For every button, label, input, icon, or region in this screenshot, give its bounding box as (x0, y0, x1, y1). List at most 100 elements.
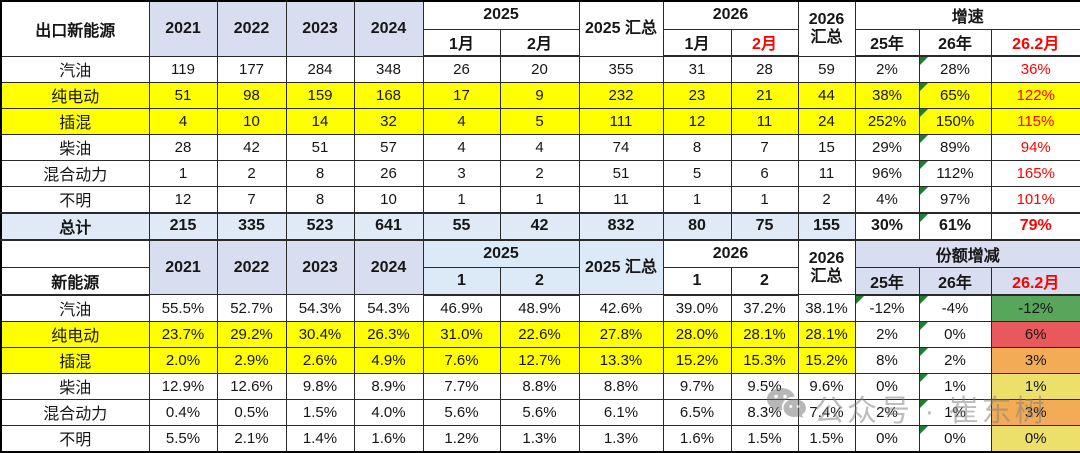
cell: 11 (730, 107, 799, 135)
cell: 2 (797, 185, 856, 214)
col-group-2026: 2026 (662, 238, 799, 269)
cell: 2% (854, 55, 920, 83)
cell: 122% (990, 81, 1080, 109)
cell: 355 (578, 55, 664, 83)
cell: 42 (499, 211, 580, 241)
cell: 4 (499, 133, 580, 161)
cell: 12 (662, 107, 732, 135)
cell: 1% (918, 372, 992, 400)
cell: 39.0% (662, 294, 732, 322)
col-header-share-25: 25年 (854, 267, 920, 296)
col-header-2026-feb: 2月 (730, 28, 799, 58)
cell: 98 (216, 81, 287, 109)
cell: 15.2% (797, 346, 856, 374)
cell: 28 (730, 55, 799, 83)
cell: 30% (854, 211, 920, 241)
cell: 1.2% (422, 424, 501, 453)
row-label: 总计 (0, 211, 150, 241)
col-header-growth-26: 26年 (918, 28, 992, 58)
cell: 1.6% (662, 424, 732, 453)
table-row: 总计 215 335 523 641 55 42 832 80 75 155 30% 61% 79% (0, 211, 1080, 241)
cell: 9.7% (662, 372, 732, 400)
cell: 112% (918, 159, 992, 187)
cell: 284 (285, 55, 355, 83)
cell: 4.0% (353, 398, 424, 426)
col-header-2025-feb: 2月 (499, 28, 580, 58)
row-label: 纯电动 (0, 81, 150, 109)
cell: 8.8% (578, 372, 664, 400)
cell: 6 (730, 159, 799, 187)
table-row: 柴油 28 42 51 57 4 4 74 8 7 15 29% 89% 94% (0, 133, 1080, 161)
cell: 23 (662, 81, 732, 109)
cell: 7 (730, 133, 799, 161)
cell: 3% (990, 346, 1080, 374)
table-row: 插混 2.0% 2.9% 2.6% 4.9% 7.6% 12.7% 13.3% 15.2% 15.… (0, 346, 1080, 374)
cell: 38% (854, 81, 920, 109)
cell: 1.5% (797, 424, 856, 453)
cell: 119 (148, 55, 218, 83)
cell: 8 (285, 185, 355, 214)
cell: 29.2% (216, 320, 287, 348)
cell: 4 (148, 107, 218, 135)
col-header-share-26: 26年 (918, 267, 992, 296)
cell: 641 (353, 211, 424, 241)
cell: 32 (353, 107, 424, 135)
col-header-share-26feb: 26.2月 (990, 267, 1080, 296)
cell: 10 (353, 185, 424, 214)
col-group-2025: 2025 (422, 238, 580, 269)
export-header-row-2: 1月 2月 1月 2月 25年 26年 26.2月 (1, 28, 1080, 58)
cell: 8.9% (353, 372, 424, 400)
cell: 27.8% (578, 320, 664, 348)
cell: 0% (918, 320, 992, 348)
cell: 9.5% (730, 372, 799, 400)
cell: 42 (216, 133, 287, 161)
cell: 26 (353, 159, 424, 187)
row-label: 汽油 (0, 55, 150, 83)
cell: 2 (499, 159, 580, 187)
table-row: 纯电动 23.7% 29.2% 30.4% 26.3% 31.0% 22.6% 27.8% 28… (0, 320, 1080, 348)
row-label: 不明 (0, 185, 150, 214)
table-row: 纯电动 51 98 159 168 17 9 232 23 21 44 38% 65% 122% (0, 81, 1080, 109)
cell: 20 (499, 55, 580, 83)
table-row: 汽油 55.5% 52.7% 54.3% 54.3% 46.9% 48.9% 42.6% 39.… (0, 294, 1080, 322)
cell: 4% (854, 185, 920, 214)
table-row: 不明 5.5% 2.1% 1.4% 1.6% 1.2% 1.3% 1.3% 1.6% 1.5% 1.… (0, 424, 1080, 453)
cell: 168 (353, 81, 424, 109)
cell: 11 (797, 159, 856, 187)
cell: -12% (854, 294, 920, 322)
cell: 1.6% (353, 424, 424, 453)
cell: 1.3% (499, 424, 580, 453)
cell: 232 (578, 81, 664, 109)
table-row: 汽油 119 177 284 348 26 20 355 31 28 59 2% 28% 36% (0, 55, 1080, 83)
table-row: 混合动力 1 2 8 26 3 2 51 5 6 11 96% 112% 165% (0, 159, 1080, 187)
cell: 2.6% (285, 346, 355, 374)
cell: 335 (216, 211, 287, 241)
cell: 1.4% (285, 424, 355, 453)
cell: 111 (578, 107, 664, 135)
row-label: 纯电动 (0, 320, 150, 348)
cell: 0% (918, 424, 992, 453)
cell: 31 (662, 55, 732, 83)
cell: 96% (854, 159, 920, 187)
cell: 3 (422, 159, 501, 187)
cell: 165% (990, 159, 1080, 187)
cell: 9 (499, 81, 580, 109)
cell: 252% (854, 107, 920, 135)
cell: 38.1% (797, 294, 856, 322)
share-section-rows: 汽油 55.5% 52.7% 54.3% 54.3% 46.9% 48.9% 42.6% 39.… (0, 294, 1080, 453)
cell: 15.2% (662, 346, 732, 374)
cell: 12.6% (216, 372, 287, 400)
col-group-growth: 增速 (854, 0, 1080, 30)
col-group-2026: 2026 (662, 0, 799, 30)
cell: 30.4% (285, 320, 355, 348)
cell: 5 (662, 159, 732, 187)
cell: 21 (730, 81, 799, 109)
cell: -4% (918, 294, 992, 322)
cell: 159 (285, 81, 355, 109)
cell: 54.3% (285, 294, 355, 322)
row-label: 插混 (0, 107, 150, 135)
cell: 22.6% (499, 320, 580, 348)
cell: 215 (148, 211, 218, 241)
cell: 2.1% (216, 424, 287, 453)
